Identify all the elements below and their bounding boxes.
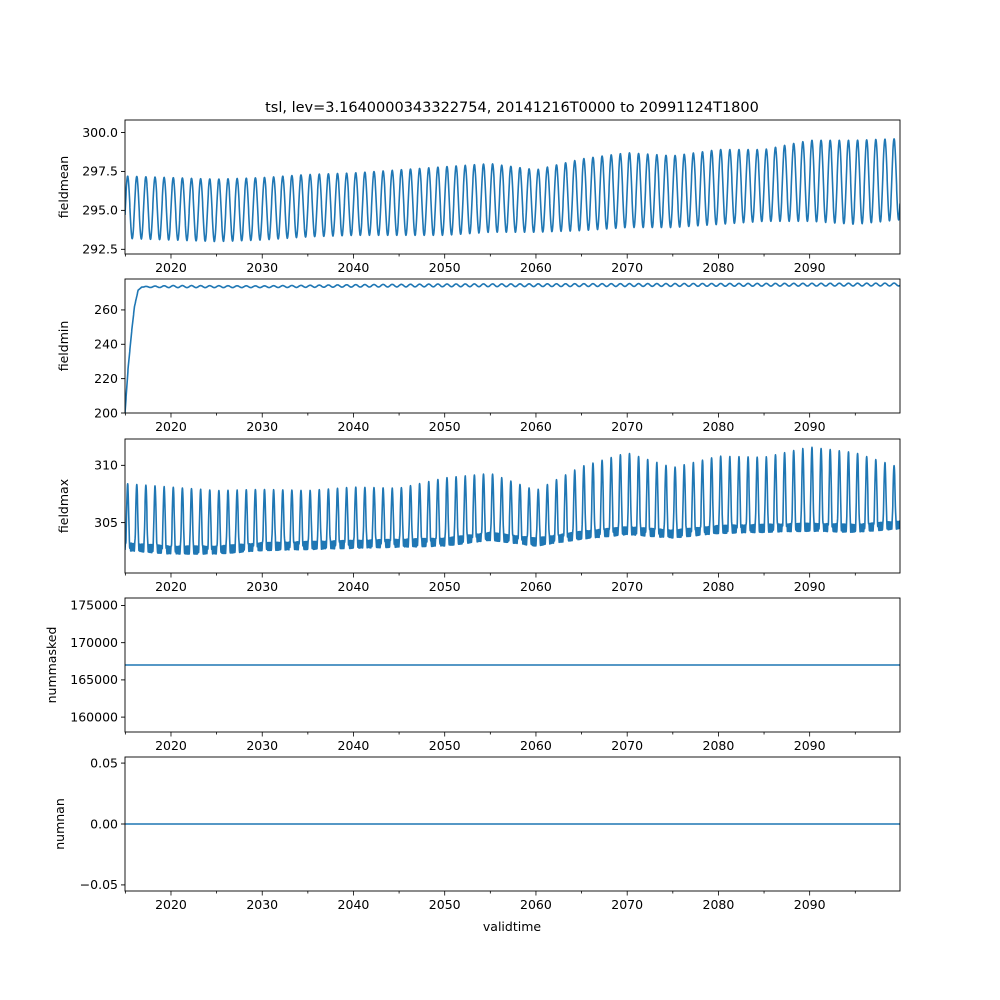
x-tick-label-fieldmax: 2050 [429, 579, 461, 594]
x-tick-label-nummasked: 2090 [794, 738, 826, 753]
panel-fieldmax: 305 310 2020 2030 2040 2050 2060 2070 2080 2090 fi… [56, 438, 901, 594]
panels: 292.5 295.0 297.5 300.0 2020 2030 2040 2050 2060… [44, 119, 901, 912]
y-axis-label-fieldmean: fieldmean [56, 156, 71, 218]
x-tick-label-fieldmin: 2070 [611, 419, 643, 434]
y-tick-label-fieldmin: 240 [94, 337, 118, 352]
x-tick-label-fieldmean: 2070 [611, 260, 643, 275]
axes-frame-fieldmax [124, 438, 901, 574]
x-tick-label-fieldmin: 2080 [703, 419, 735, 434]
panel-fieldmin: 200 220 240 260 2020 2030 2040 2050 2060 2070 2080… [56, 278, 901, 434]
y-tick-label-fieldmean: 300.0 [82, 125, 118, 140]
y-tick-label-fieldmean: 292.5 [82, 242, 118, 257]
x-tick-label-numnan: 2060 [520, 897, 552, 912]
y-tick-label-numnan: −0.05 [80, 877, 118, 892]
x-tick-label-fieldmax: 2060 [520, 579, 552, 594]
x-tick-label-nummasked: 2060 [520, 738, 552, 753]
x-tick-label-fieldmax: 2070 [611, 579, 643, 594]
y-tick-label-fieldmean: 297.5 [82, 164, 118, 179]
panel-fieldmean: 292.5 295.0 297.5 300.0 2020 2030 2040 2050 2060… [56, 119, 901, 275]
y-tick-label-nummasked: 170000 [70, 635, 118, 650]
chart-title: tsl, lev=3.1640000343322754, 20141216T00… [265, 100, 759, 116]
x-tick-label-numnan: 2030 [246, 897, 278, 912]
y-tick-label-nummasked: 175000 [70, 598, 118, 613]
y-tick-label-fieldmin: 200 [94, 405, 118, 420]
x-tick-label-fieldmin: 2090 [794, 419, 826, 434]
x-axis-label: validtime [483, 919, 541, 934]
x-tick-label-fieldmax: 2080 [703, 579, 735, 594]
x-tick-label-fieldmean: 2080 [703, 260, 735, 275]
x-tick-label-fieldmax: 2030 [246, 579, 278, 594]
panel-nummasked: 160000 165000 170000 175000 2020 2030 2040 2050… [44, 597, 901, 753]
y-tick-label-fieldmin: 260 [94, 302, 118, 317]
x-tick-label-fieldmean: 2090 [794, 260, 826, 275]
y-tick-label-fieldmean: 295.0 [82, 203, 118, 218]
x-tick-label-fieldmean: 2030 [246, 260, 278, 275]
y-tick-label-fieldmax: 305 [94, 515, 118, 530]
x-tick-label-nummasked: 2070 [611, 738, 643, 753]
x-tick-label-nummasked: 2050 [429, 738, 461, 753]
x-tick-label-fieldmean: 2020 [155, 260, 187, 275]
y-axis-label-nummasked: nummasked [44, 627, 59, 704]
y-axis-label-numnan: numnan [52, 798, 67, 850]
x-tick-label-nummasked: 2040 [338, 738, 370, 753]
x-tick-label-fieldmin: 2040 [338, 419, 370, 434]
x-tick-label-fieldmean: 2040 [338, 260, 370, 275]
x-tick-label-numnan: 2090 [794, 897, 826, 912]
x-tick-label-fieldmin: 2020 [155, 419, 187, 434]
y-axis-label-fieldmax: fieldmax [56, 479, 71, 533]
y-tick-label-fieldmin: 220 [94, 371, 118, 386]
x-tick-label-numnan: 2070 [611, 897, 643, 912]
x-tick-label-nummasked: 2030 [246, 738, 278, 753]
panel-numnan: −0.05 0.00 0.05 2020 2030 2040 2050 2060 2070 208… [52, 755, 901, 912]
x-tick-label-fieldmin: 2060 [520, 419, 552, 434]
axes-frame-nummasked [124, 597, 901, 733]
y-tick-label-fieldmax: 310 [94, 458, 118, 473]
x-tick-label-numnan: 2040 [338, 897, 370, 912]
x-tick-label-numnan: 2050 [429, 897, 461, 912]
x-tick-label-fieldmax: 2040 [338, 579, 370, 594]
series-line-fieldmean [125, 138, 900, 243]
y-tick-label-numnan: 0.05 [90, 755, 118, 770]
y-tick-label-nummasked: 165000 [70, 672, 118, 687]
y-axis-label-fieldmin: fieldmin [56, 321, 71, 372]
x-tick-label-numnan: 2020 [155, 897, 187, 912]
x-tick-label-fieldmin: 2050 [429, 419, 461, 434]
y-tick-label-nummasked: 160000 [70, 709, 118, 724]
y-tick-label-numnan: 0.00 [90, 816, 118, 831]
series-line-fieldmax [125, 446, 900, 555]
x-tick-label-numnan: 2080 [703, 897, 735, 912]
x-tick-label-nummasked: 2020 [155, 738, 187, 753]
x-tick-label-fieldmax: 2020 [155, 579, 187, 594]
x-tick-label-fieldmin: 2030 [246, 419, 278, 434]
axes-frame-fieldmean [124, 119, 901, 255]
x-tick-label-nummasked: 2080 [703, 738, 735, 753]
x-tick-label-fieldmax: 2090 [794, 579, 826, 594]
series-line-fieldmin [125, 282, 900, 413]
axes-frame-fieldmin [124, 278, 901, 414]
x-tick-label-fieldmean: 2060 [520, 260, 552, 275]
x-tick-label-fieldmean: 2050 [429, 260, 461, 275]
